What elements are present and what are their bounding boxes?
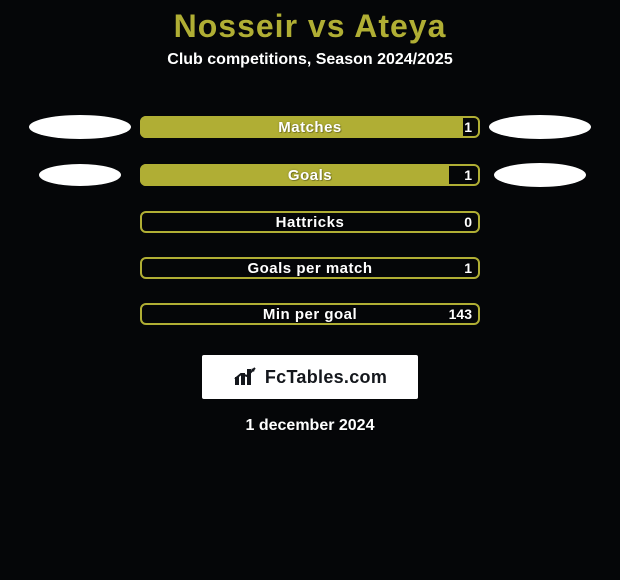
stat-row: Min per goal143: [0, 303, 620, 325]
left-ellipse: [39, 164, 121, 186]
stat-row: Goals per match1: [0, 257, 620, 279]
stat-bar: Matches1: [140, 116, 480, 138]
stat-label: Min per goal: [140, 303, 480, 325]
stat-row: Hattricks0: [0, 211, 620, 233]
stat-label: Goals per match: [140, 257, 480, 279]
left-ellipse-wrap: [20, 164, 140, 186]
stat-row: Matches1: [0, 115, 620, 139]
stat-bar: Goals per match1: [140, 257, 480, 279]
stat-right-value: 1: [464, 257, 472, 279]
date-text: 1 december 2024: [0, 417, 620, 435]
right-ellipse-wrap: [480, 115, 600, 139]
stat-right-value: 1: [464, 164, 472, 186]
stat-label: Matches: [140, 116, 480, 138]
stat-bar: Min per goal143: [140, 303, 480, 325]
brand-text: FcTables.com: [265, 367, 387, 388]
brand-box: FcTables.com: [202, 355, 418, 399]
right-ellipse: [489, 115, 591, 139]
stat-row: Goals1: [0, 163, 620, 187]
comparison-infographic: Nosseir vs Ateya Club competitions, Seaso…: [0, 0, 620, 580]
right-ellipse: [494, 163, 586, 187]
page-subtitle: Club competitions, Season 2024/2025: [0, 51, 620, 69]
chart-icon: [233, 367, 259, 387]
stat-bar: Hattricks0: [140, 211, 480, 233]
stat-label: Goals: [140, 164, 480, 186]
stat-right-value: 1: [464, 116, 472, 138]
right-ellipse-wrap: [480, 163, 600, 187]
page-title: Nosseir vs Ateya: [0, 0, 620, 45]
left-ellipse-wrap: [20, 115, 140, 139]
stat-right-value: 143: [449, 303, 472, 325]
stat-label: Hattricks: [140, 211, 480, 233]
stat-bar: Goals1: [140, 164, 480, 186]
stats-rows: Matches1Goals1Hattricks0Goals per match1…: [0, 115, 620, 325]
stat-right-value: 0: [464, 211, 472, 233]
left-ellipse: [29, 115, 131, 139]
